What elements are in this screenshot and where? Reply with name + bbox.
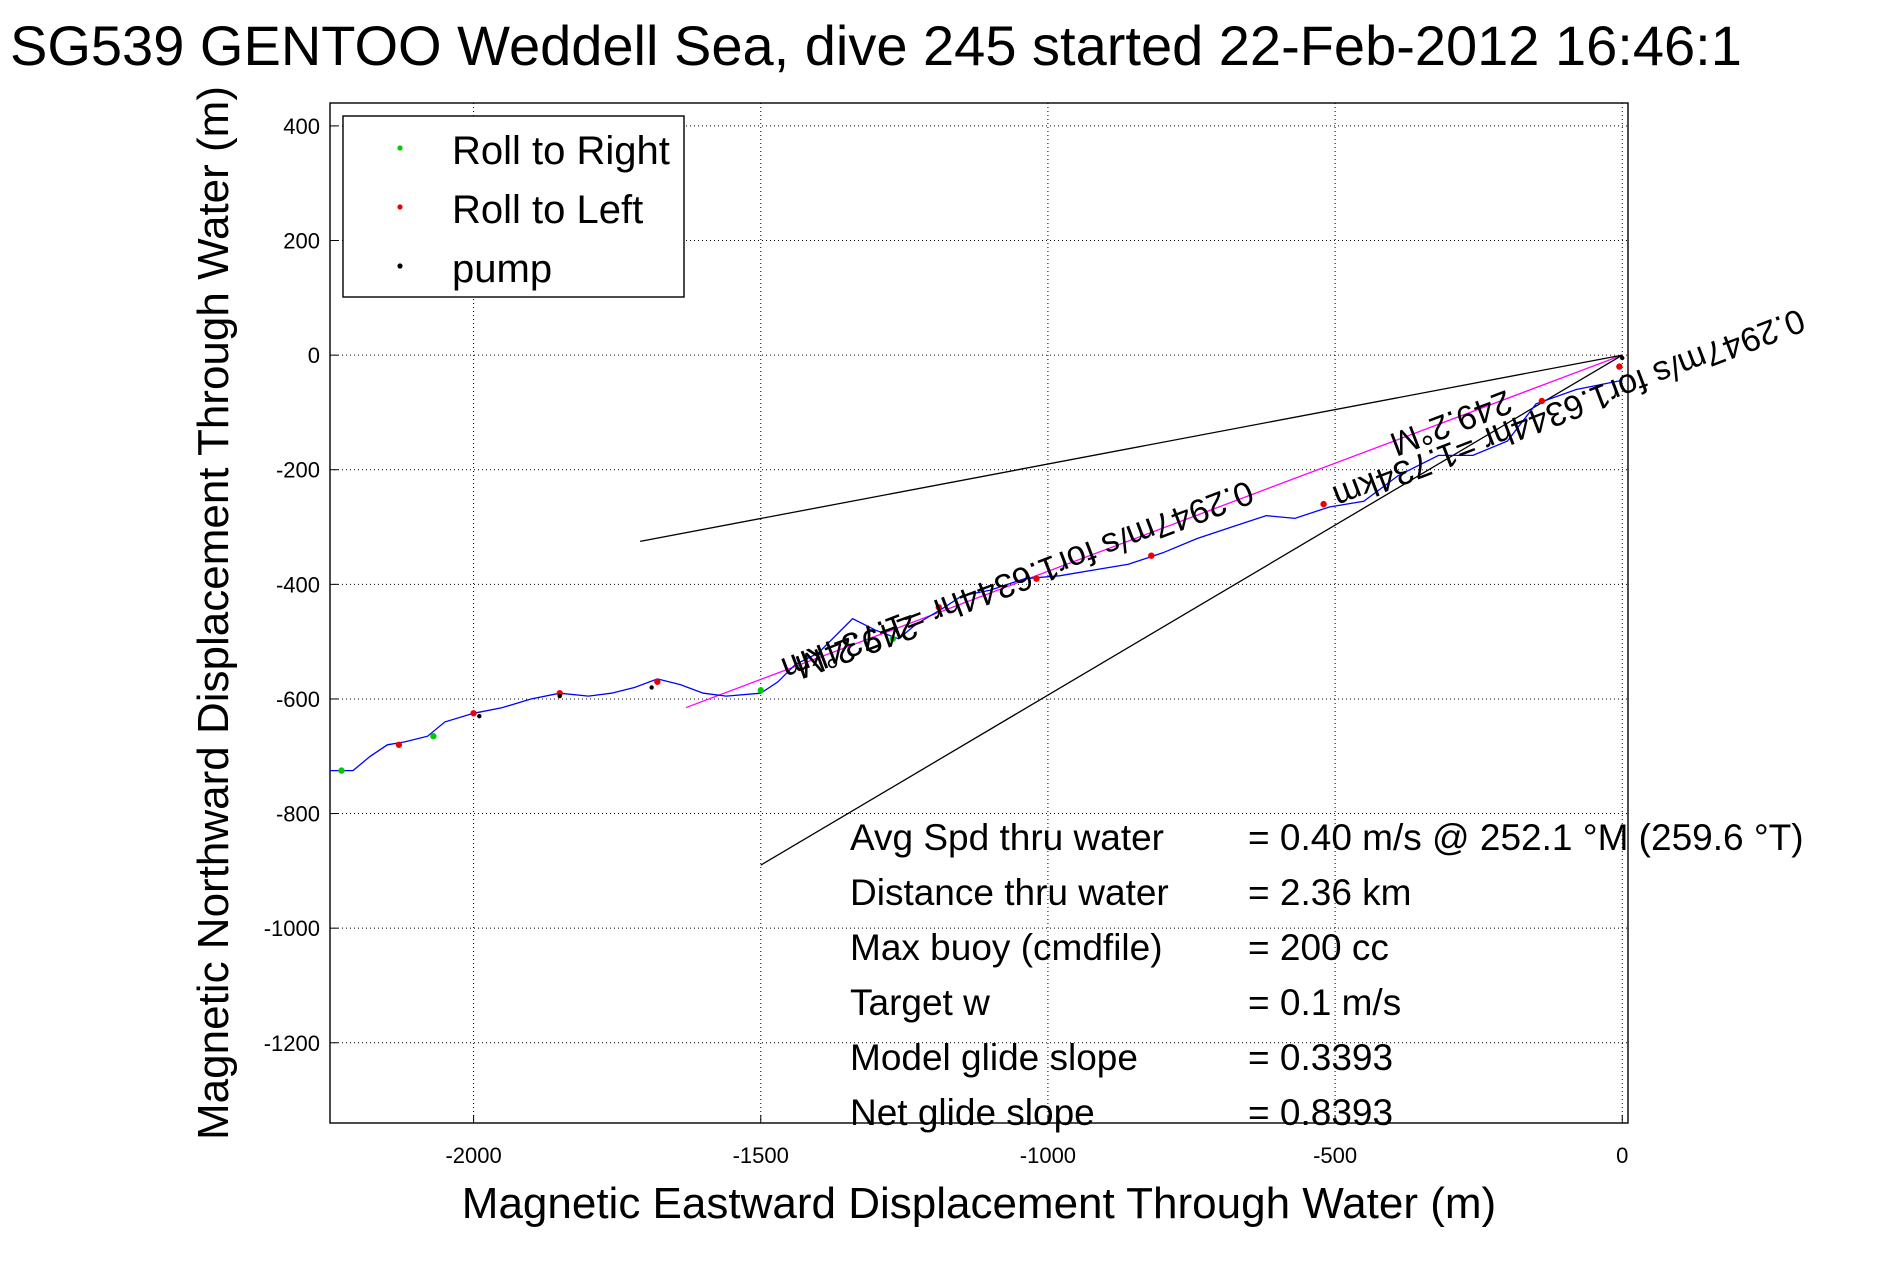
roll-left-marker xyxy=(1148,552,1155,559)
roll-left-marker xyxy=(395,741,403,748)
stat-value: = 2.36 km xyxy=(1248,872,1412,913)
y-tick-label: -1200 xyxy=(264,1031,320,1056)
heading-line xyxy=(685,354,1623,709)
legend-marker xyxy=(397,263,403,269)
roll-right-marker xyxy=(757,687,764,694)
y-axis-label: Magnetic Northward Displacement Through … xyxy=(189,86,238,1140)
y-tick-label: 400 xyxy=(283,114,320,139)
stat-value: = 0.40 m/s @ 252.1 °M (259.6 °T) xyxy=(1248,817,1804,858)
legend-marker xyxy=(397,204,403,210)
y-tick-label: -400 xyxy=(276,572,320,597)
roll-left-marker xyxy=(1033,575,1040,582)
y-tick-label: 200 xyxy=(283,229,320,254)
legend: Roll to Right Roll to Left pump xyxy=(342,115,685,298)
roll-left-marker xyxy=(654,678,661,685)
stat-value: = 0.8393 xyxy=(1248,1092,1393,1133)
bound-line-lower xyxy=(760,354,1623,866)
x-axis-ticks: -2000 -1500 -1000 -500 0 xyxy=(445,1115,1628,1168)
stat-label: Model glide slope xyxy=(850,1037,1138,1078)
pump-marker xyxy=(649,685,654,690)
roll-left-marker xyxy=(1320,500,1327,508)
x-tick-label: -1500 xyxy=(733,1143,789,1168)
x-tick-label: -1000 xyxy=(1020,1143,1076,1168)
track-series xyxy=(330,380,1623,772)
roll-left-marker xyxy=(935,604,942,611)
pump-marker xyxy=(477,713,482,719)
stat-label: Distance thru water xyxy=(850,872,1169,913)
y-tick-label: -600 xyxy=(276,687,320,712)
stat-label: Net glide slope xyxy=(850,1092,1095,1133)
x-tick-label: -2000 xyxy=(445,1143,501,1168)
y-tick-label: -800 xyxy=(276,802,320,827)
roll-right-marker xyxy=(430,733,437,740)
legend-label: pump xyxy=(452,247,552,291)
y-axis-ticks: 400 200 0 -200 -400 -600 -800 -1000 -1200 xyxy=(264,114,338,1056)
roll-left-marker xyxy=(1538,397,1546,405)
roll-left-marker xyxy=(470,710,477,717)
stat-label: Max buoy (cmdfile) xyxy=(850,927,1163,968)
stat-label: Target w xyxy=(850,982,990,1023)
track-line xyxy=(330,380,1623,772)
x-tick-label: -500 xyxy=(1313,1143,1357,1168)
legend-label: Roll to Left xyxy=(452,188,643,232)
pump-marker xyxy=(557,693,562,699)
stat-label: Avg Spd thru water xyxy=(850,817,1164,858)
legend-label: Roll to Right xyxy=(452,129,670,173)
reference-lines xyxy=(640,354,1623,866)
x-axis-label: Magnetic Eastward Displacement Through W… xyxy=(462,1179,1496,1228)
y-tick-label: 0 xyxy=(308,343,320,368)
pump-marker xyxy=(1620,355,1625,361)
legend-marker xyxy=(397,145,403,151)
chart-title: SG539 GENTOO Weddell Sea, dive 245 start… xyxy=(10,14,1742,77)
x-tick-label: 0 xyxy=(1616,1143,1628,1168)
y-tick-label: -200 xyxy=(276,458,320,483)
roll-right-marker xyxy=(889,635,897,642)
stat-value: = 0.3393 xyxy=(1248,1037,1393,1078)
stat-value: = 0.1 m/s xyxy=(1248,982,1401,1023)
dive-stats: Avg Spd thru water = 0.40 m/s @ 252.1 °M … xyxy=(850,817,1804,1133)
stat-value: = 200 cc xyxy=(1248,927,1389,968)
roll-right-marker xyxy=(338,767,345,774)
roll-markers xyxy=(338,355,1625,774)
y-tick-label: -1000 xyxy=(264,916,320,941)
bound-line-upper xyxy=(640,354,1623,543)
roll-left-marker xyxy=(1616,363,1623,370)
